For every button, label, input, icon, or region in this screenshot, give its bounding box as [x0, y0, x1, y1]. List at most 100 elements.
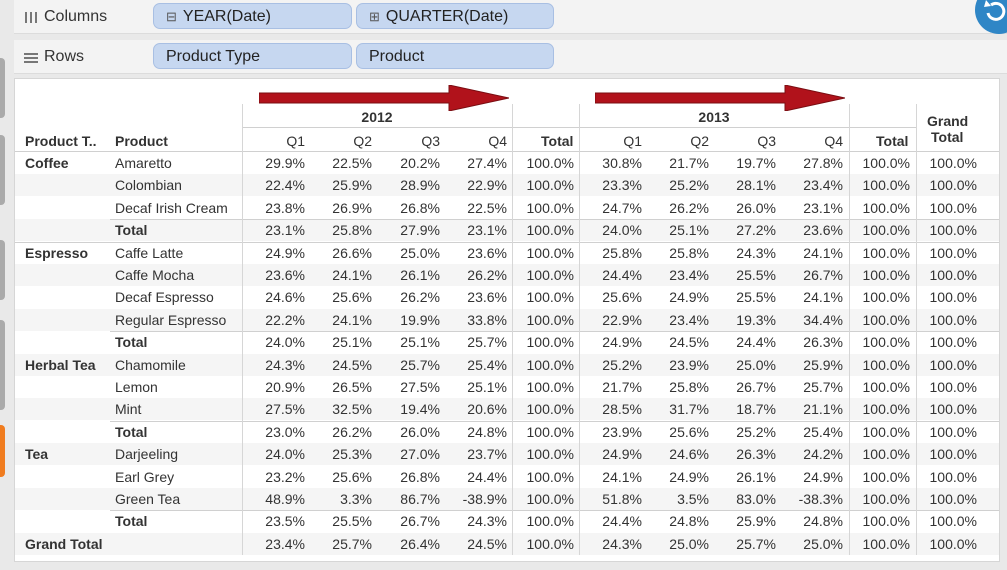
product-label[interactable]: Caffe Mocha [115, 267, 195, 283]
table-cell[interactable]: 100.0% [862, 379, 910, 395]
table-cell[interactable]: 24.3% [467, 513, 507, 530]
table-cell[interactable]: 28.5% [602, 401, 642, 418]
table-cell[interactable]: 25.1% [400, 334, 440, 351]
table-cell[interactable]: 100.0% [526, 356, 574, 373]
header-year-2013[interactable]: 2013 [698, 109, 730, 125]
table-cell[interactable]: 100.0% [929, 267, 977, 283]
header-quarter[interactable]: Q4 [488, 133, 507, 149]
table-cell[interactable]: 25.7% [803, 379, 843, 395]
expand-icon[interactable]: ⊞ [369, 9, 380, 24]
table-cell[interactable]: 25.4% [803, 423, 843, 440]
table-cell[interactable]: 24.6% [265, 289, 305, 306]
refresh-button[interactable] [975, 0, 1007, 34]
table-cell[interactable]: 51.8% [602, 491, 642, 507]
table-cell[interactable]: 100.0% [526, 513, 574, 530]
table-cell[interactable]: 24.4% [467, 468, 507, 485]
table-cell[interactable]: 19.3% [736, 311, 776, 328]
table-cell[interactable]: 18.7% [736, 401, 776, 418]
table-cell[interactable]: 100.0% [862, 468, 910, 485]
pill-year-date[interactable]: ⊟ YEAR(Date) [153, 3, 352, 29]
table-cell[interactable]: 100.0% [929, 491, 977, 507]
table-cell[interactable]: 100.0% [526, 222, 574, 239]
table-cell[interactable]: 19.9% [400, 311, 440, 328]
table-cell[interactable]: 25.6% [602, 289, 642, 306]
table-cell[interactable]: 27.0% [400, 446, 440, 463]
table-cell[interactable]: 26.6% [332, 244, 372, 261]
table-cell[interactable]: 25.5% [736, 267, 776, 283]
table-cell[interactable]: 22.5% [332, 155, 372, 171]
table-cell[interactable]: 86.7% [400, 491, 440, 507]
table-cell[interactable]: 27.9% [400, 222, 440, 239]
table-cell[interactable]: 100.0% [526, 423, 574, 440]
table-cell[interactable]: 26.8% [400, 199, 440, 216]
table-cell[interactable]: 24.3% [736, 244, 776, 261]
table-cell[interactable]: 26.8% [400, 468, 440, 485]
table-cell[interactable]: 23.0% [265, 423, 305, 440]
table-cell[interactable]: 23.1% [265, 222, 305, 239]
table-cell[interactable]: 24.1% [803, 244, 843, 261]
table-cell[interactable]: 100.0% [526, 535, 574, 552]
table-cell[interactable]: 100.0% [929, 177, 977, 194]
table-cell[interactable]: 25.7% [736, 535, 776, 552]
table-cell[interactable]: 25.0% [803, 535, 843, 552]
table-cell[interactable]: 25.4% [467, 356, 507, 373]
left-edge-orange-tab[interactable] [0, 425, 5, 477]
table-cell[interactable]: 25.1% [467, 379, 507, 395]
table-cell[interactable]: 22.9% [467, 177, 507, 194]
subtotal-label[interactable]: Total [115, 513, 148, 530]
table-cell[interactable]: 25.6% [669, 423, 709, 440]
table-cell[interactable]: 24.4% [736, 334, 776, 351]
table-cell[interactable]: 25.0% [400, 244, 440, 261]
table-cell[interactable]: 26.7% [400, 513, 440, 530]
table-cell[interactable]: 25.5% [736, 289, 776, 306]
table-cell[interactable]: 20.2% [400, 155, 440, 171]
table-cell[interactable]: 100.0% [929, 244, 977, 261]
table-cell[interactable]: 22.5% [467, 199, 507, 216]
collapse-icon[interactable]: ⊟ [166, 9, 177, 24]
table-cell[interactable]: 26.3% [736, 446, 776, 463]
table-cell[interactable]: 26.0% [736, 199, 776, 216]
table-cell[interactable]: 27.8% [803, 155, 843, 171]
table-cell[interactable]: 23.9% [669, 356, 709, 373]
table-cell[interactable]: 24.5% [669, 334, 709, 351]
table-cell[interactable]: 100.0% [929, 199, 977, 216]
table-cell[interactable]: 30.8% [602, 155, 642, 171]
product-type-label[interactable]: Espresso [25, 244, 89, 261]
table-cell[interactable]: 24.9% [265, 244, 305, 261]
table-cell[interactable]: 25.6% [332, 468, 372, 485]
table-cell[interactable]: 25.8% [602, 244, 642, 261]
table-cell[interactable]: 24.1% [332, 267, 372, 283]
pill-quarter-date[interactable]: ⊞ QUARTER(Date) [356, 3, 554, 29]
product-label[interactable]: Caffe Latte [115, 244, 184, 261]
table-cell[interactable]: 22.2% [265, 311, 305, 328]
table-cell[interactable]: 100.0% [526, 491, 574, 507]
table-cell[interactable]: 25.9% [803, 356, 843, 373]
table-cell[interactable]: -38.9% [462, 491, 507, 507]
table-cell[interactable]: 24.9% [669, 289, 709, 306]
table-cell[interactable]: 25.5% [332, 513, 372, 530]
table-cell[interactable]: 23.6% [467, 289, 507, 306]
table-cell[interactable]: 25.0% [669, 535, 709, 552]
table-cell[interactable]: 24.3% [265, 356, 305, 373]
table-cell[interactable]: 27.5% [265, 401, 305, 418]
table-cell[interactable]: 23.5% [265, 513, 305, 530]
table-cell[interactable]: 23.7% [467, 446, 507, 463]
product-label[interactable]: Regular Espresso [115, 311, 227, 328]
table-cell[interactable]: 100.0% [526, 267, 574, 283]
table-cell[interactable]: 24.3% [602, 535, 642, 552]
table-cell[interactable]: 100.0% [929, 311, 977, 328]
table-cell[interactable]: 24.4% [602, 513, 642, 530]
table-cell[interactable]: 24.5% [467, 535, 507, 552]
table-cell[interactable]: 100.0% [929, 155, 977, 171]
table-cell[interactable]: 24.9% [803, 468, 843, 485]
table-cell[interactable]: 22.9% [602, 311, 642, 328]
table-cell[interactable]: 26.9% [332, 199, 372, 216]
table-cell[interactable]: 24.1% [332, 311, 372, 328]
header-quarter[interactable]: Q4 [824, 133, 843, 149]
table-cell[interactable]: 23.1% [467, 222, 507, 239]
product-label[interactable]: Lemon [115, 379, 158, 395]
table-cell[interactable]: 25.9% [736, 513, 776, 530]
product-label[interactable]: Decaf Irish Cream [115, 199, 228, 216]
table-cell[interactable]: 23.4% [669, 311, 709, 328]
table-cell[interactable]: 24.0% [265, 334, 305, 351]
